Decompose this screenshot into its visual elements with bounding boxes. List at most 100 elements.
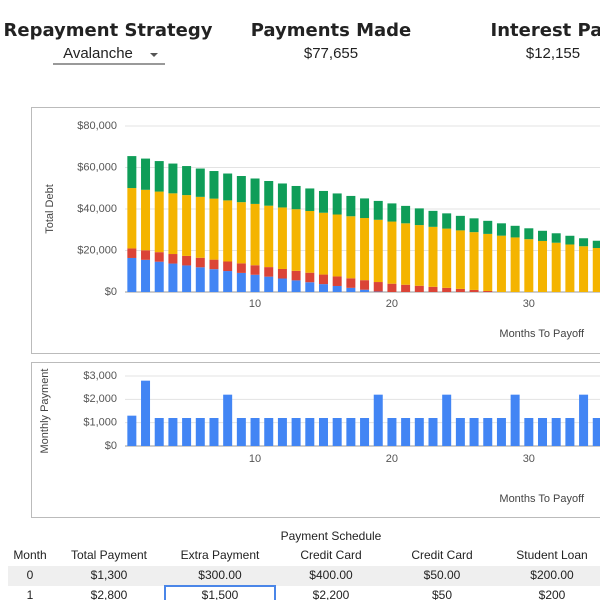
bar <box>154 161 164 192</box>
bar <box>551 418 561 446</box>
bar <box>154 252 164 262</box>
bar <box>332 285 342 292</box>
bar <box>346 418 356 446</box>
bar <box>524 418 534 446</box>
bar <box>373 200 383 220</box>
bar <box>442 213 452 229</box>
bar <box>442 287 452 292</box>
x-axis-title: Months To Payoff <box>499 493 585 505</box>
x-tick-label: 10 <box>249 298 261 310</box>
bar <box>592 248 600 292</box>
bar <box>209 171 219 199</box>
bar <box>168 193 178 255</box>
bar <box>277 268 287 279</box>
bar <box>127 248 137 258</box>
column-header: Student Loan <box>516 548 587 562</box>
bar <box>496 223 506 236</box>
bar <box>236 176 246 203</box>
bar <box>154 191 164 253</box>
bar <box>223 271 233 292</box>
chart-frame <box>31 107 600 354</box>
table-cell: $400.00 <box>309 568 353 582</box>
bar <box>524 228 534 240</box>
bar <box>305 210 315 273</box>
bar <box>223 173 233 201</box>
bar <box>469 218 479 233</box>
bar <box>223 394 233 446</box>
bar <box>332 214 342 277</box>
bar <box>209 418 219 446</box>
bar <box>318 190 328 213</box>
bar <box>346 278 356 288</box>
bar <box>579 238 589 247</box>
x-tick-label: 30 <box>523 298 535 310</box>
y-tick-label: $2,000 <box>83 393 117 405</box>
bar <box>428 226 438 287</box>
x-tick-label: 30 <box>523 453 535 465</box>
column-header: Total Payment <box>71 548 148 562</box>
bar <box>455 230 465 289</box>
bar <box>510 237 520 292</box>
y-tick-label: $20,000 <box>77 244 117 256</box>
bar <box>346 287 356 292</box>
bar <box>401 223 411 285</box>
bar <box>373 282 383 292</box>
bar <box>496 418 506 446</box>
bar <box>291 280 301 292</box>
bar <box>455 288 465 292</box>
bar <box>483 233 493 291</box>
y-tick-label: $0 <box>105 286 117 298</box>
bar <box>277 278 287 292</box>
bar <box>209 198 219 260</box>
bar <box>538 230 548 241</box>
bar <box>346 195 356 217</box>
y-tick-label: $80,000 <box>77 120 117 132</box>
bar <box>223 200 233 262</box>
table-title: Payment Schedule <box>281 529 382 543</box>
bar <box>387 283 397 292</box>
bar <box>346 216 356 279</box>
bar <box>141 259 151 292</box>
selected-cell[interactable] <box>164 585 276 600</box>
kpi-title: Interest Paid <box>491 20 600 41</box>
bar <box>127 156 137 189</box>
bar <box>565 418 575 446</box>
bar <box>182 255 192 266</box>
bar <box>551 242 561 292</box>
table-cell: $1,300 <box>91 568 128 582</box>
dropdown-arrow[interactable] <box>150 53 158 57</box>
bar <box>483 290 493 292</box>
bar <box>428 418 438 446</box>
table-cell: $1,500 <box>202 588 239 600</box>
bar <box>510 225 520 238</box>
bar <box>141 158 151 190</box>
kpi-value: $12,155 <box>526 45 580 62</box>
bar <box>332 276 342 286</box>
bar <box>373 394 383 446</box>
bar <box>195 168 205 197</box>
bar <box>305 272 315 283</box>
kpi-title: Repayment Strategy <box>4 20 213 41</box>
bar <box>442 228 452 288</box>
bar <box>428 286 438 292</box>
bar <box>250 178 260 204</box>
bar <box>510 394 520 446</box>
column-header: Credit Card <box>300 548 361 562</box>
bar <box>182 166 192 196</box>
bar <box>565 235 575 245</box>
bar <box>318 274 328 285</box>
bar <box>277 207 287 269</box>
x-tick-label: 20 <box>386 453 398 465</box>
strategy-dropdown[interactable]: Avalanche <box>63 45 133 62</box>
bar <box>250 418 260 446</box>
y-tick-label: $60,000 <box>77 161 117 173</box>
y-tick-label: $1,000 <box>83 417 117 429</box>
bar <box>469 289 479 292</box>
bar <box>469 232 479 290</box>
bar <box>592 240 600 249</box>
bar <box>579 394 589 446</box>
bar <box>264 205 274 268</box>
bar <box>264 276 274 292</box>
column-header: Month <box>13 548 46 562</box>
bar <box>565 244 575 292</box>
